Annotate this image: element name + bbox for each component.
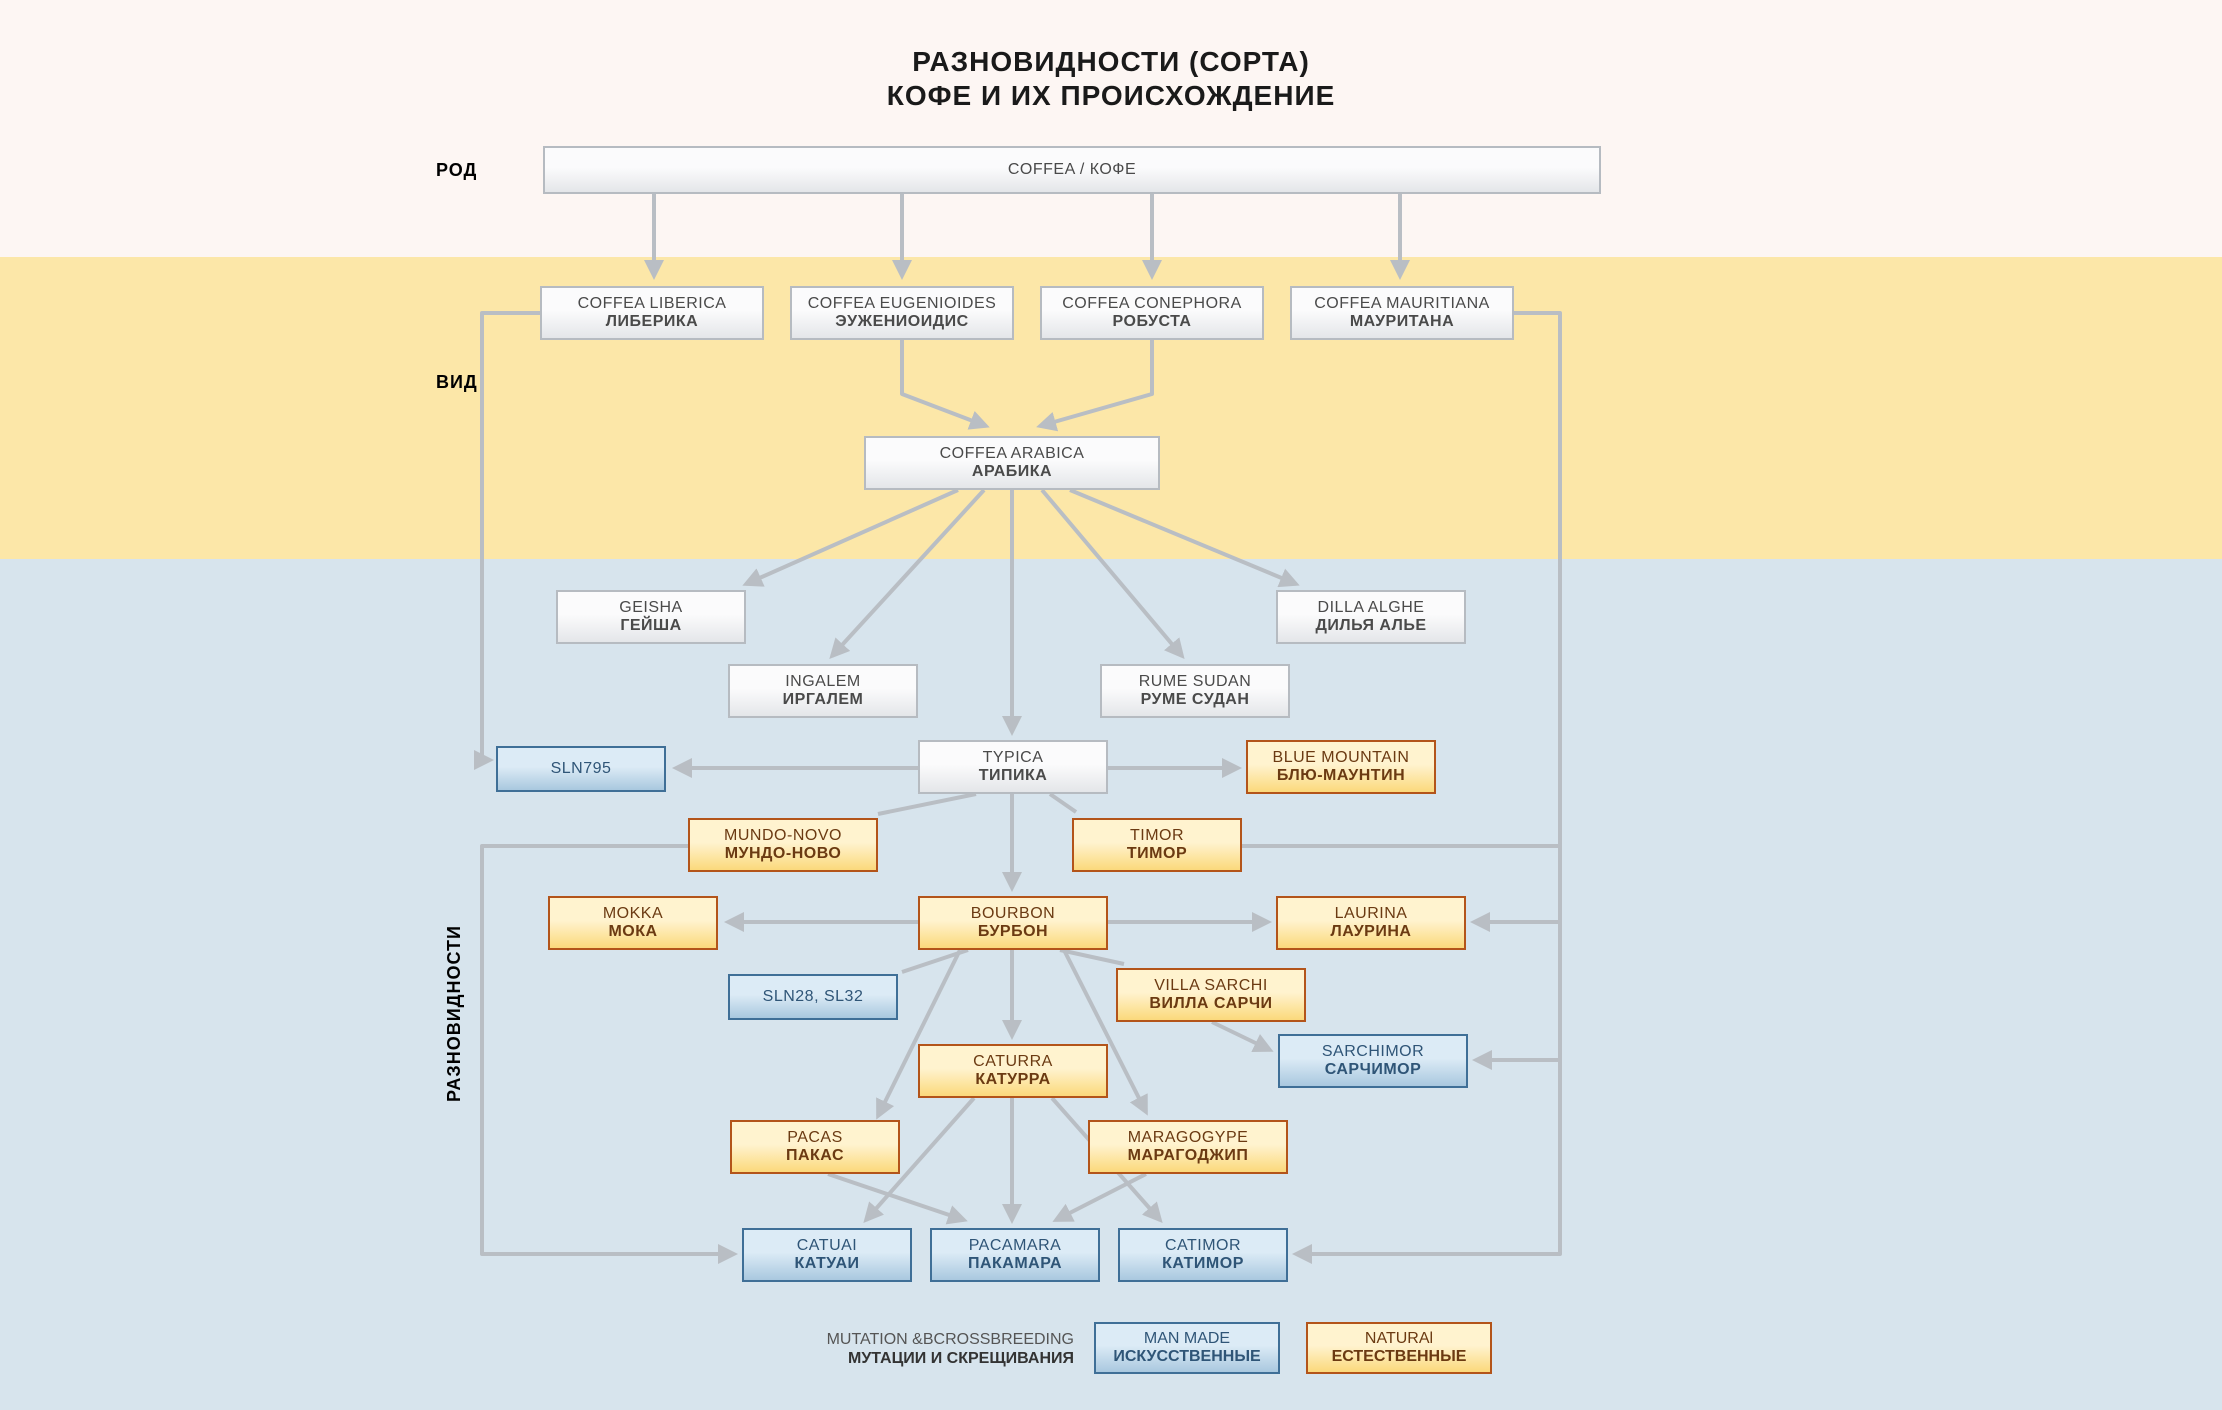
legend-box-ru: ЕСТЕСТВЕННЫЕ [1332, 1348, 1467, 1366]
node-latin: PACAMARA [969, 1237, 1062, 1255]
node-bluemtn: BLUE MOUNTAINБЛЮ-МАУНТИН [1246, 740, 1436, 794]
node-ru: ЛИБЕРИКА [606, 313, 698, 331]
node-latin: MARAGOGYPE [1128, 1129, 1249, 1147]
node-coffea: COFFEA / КОФЕ [543, 146, 1601, 194]
coffee-variety-diagram: РАЗНОВИДНОСТИ (СОРТА)КОФЕ И ИХ ПРОИСХОЖД… [0, 0, 2222, 1410]
title-line-2: КОФЕ И ИХ ПРОИСХОЖДЕНИЕ [0, 80, 2222, 112]
node-ru: БУРБОН [978, 923, 1048, 941]
node-arabica: COFFEA ARABICAАРАБИКА [864, 436, 1160, 490]
node-latin: CATURRA [973, 1053, 1053, 1071]
node-latin: SLN28, SL32 [763, 988, 864, 1006]
node-dilla: DILLA ALGHEДИЛЬЯ АЛЬЕ [1276, 590, 1466, 644]
node-latin: COFFEA ARABICA [940, 445, 1085, 463]
node-pacamara: PACAMARAПАКАМАРА [930, 1228, 1100, 1282]
node-eugenioides: COFFEA EUGENIOIDESЭУЖЕНИОИДИС [790, 286, 1014, 340]
node-latin: TIMOR [1130, 827, 1184, 845]
node-ru: МАУРИТАНА [1350, 313, 1454, 331]
node-ru: КАТУРРА [975, 1071, 1050, 1089]
node-ru: ГЕЙША [620, 617, 681, 635]
legend-label: MUTATION &BCROSSBREEDINGМУТАЦИИ И СКРЕЩИ… [827, 1330, 1074, 1368]
node-latin: TYPICA [983, 749, 1044, 767]
node-bourbon: BOURBONБУРБОН [918, 896, 1108, 950]
node-timor: TIMORТИМОР [1072, 818, 1242, 872]
node-villasarchi: VILLA SARCHIВИЛЛА САРЧИ [1116, 968, 1306, 1022]
node-ru: РУМЕ СУДАН [1141, 691, 1250, 709]
node-latin: RUME SUDAN [1139, 673, 1252, 691]
node-ru: САРЧИМОР [1325, 1061, 1422, 1079]
node-latin: LAURINA [1335, 905, 1408, 923]
title-line-1: РАЗНОВИДНОСТИ (СОРТА) [0, 46, 2222, 78]
node-latin: COFFEA MAURITIANA [1314, 295, 1490, 313]
legend-box-latin: MAN MADE [1144, 1330, 1230, 1348]
node-mundonovo: MUNDO-NOVOМУНДО-НОВО [688, 818, 878, 872]
node-ru: КАТУАИ [794, 1255, 859, 1273]
node-latin: GEISHA [619, 599, 682, 617]
node-latin: MOKKA [603, 905, 663, 923]
node-latin: COFFEA / КОФЕ [1008, 161, 1136, 179]
node-caturra: CATURRAКАТУРРА [918, 1044, 1108, 1098]
node-catuai: CATUAIКАТУАИ [742, 1228, 912, 1282]
legend-label-ru: МУТАЦИИ И СКРЕЩИВАНИЯ [827, 1349, 1074, 1368]
node-ru: ПАКАМАРА [968, 1255, 1062, 1273]
node-sln28: SLN28, SL32 [728, 974, 898, 1020]
node-pacas: PACASПАКАС [730, 1120, 900, 1174]
node-ru: ТИПИКА [979, 767, 1048, 785]
node-latin: CATUAI [797, 1237, 857, 1255]
node-conephora: COFFEA CONEPHORAРОБУСТА [1040, 286, 1264, 340]
node-rume: RUME SUDANРУМЕ СУДАН [1100, 664, 1290, 718]
node-latin: BOURBON [971, 905, 1055, 923]
node-latin: COFFEA CONEPHORA [1062, 295, 1242, 313]
node-ru: ДИЛЬЯ АЛЬЕ [1315, 617, 1426, 635]
node-ru: МАРАГОДЖИП [1128, 1147, 1249, 1165]
node-ru: ТИМОР [1127, 845, 1187, 863]
node-ru: АРАБИКА [972, 463, 1052, 481]
label-genus: РОД [436, 160, 477, 181]
node-sln795: SLN795 [496, 746, 666, 792]
node-geisha: GEISHAГЕЙША [556, 590, 746, 644]
node-latin: MUNDO-NOVO [724, 827, 842, 845]
label-species: ВИД [436, 372, 478, 393]
band-genus [0, 0, 2222, 257]
node-ingalem: INGALEMИРГАЛЕМ [728, 664, 918, 718]
node-latin: VILLA SARCHI [1154, 977, 1268, 995]
node-mokka: MOKKAМОКА [548, 896, 718, 950]
node-ru: МОКА [608, 923, 657, 941]
node-latin: COFFEA EUGENIOIDES [808, 295, 997, 313]
node-latin: CATIMOR [1165, 1237, 1241, 1255]
legend-box-latin: NATURAl [1365, 1330, 1433, 1348]
node-ru: ИРГАЛЕМ [783, 691, 864, 709]
node-latin: DILLA ALGHE [1318, 599, 1425, 617]
node-ru: РОБУСТА [1113, 313, 1192, 331]
node-mauritiana: COFFEA MAURITIANAМАУРИТАНА [1290, 286, 1514, 340]
node-ru: КАТИМОР [1162, 1255, 1244, 1273]
node-ru: ЭУЖЕНИОИДИС [835, 313, 968, 331]
node-ru: ПАКАС [786, 1147, 844, 1165]
node-latin: SLN795 [551, 760, 612, 778]
node-catimor: CATIMORКАТИМОР [1118, 1228, 1288, 1282]
node-latin: BLUE MOUNTAIN [1273, 749, 1410, 767]
node-ru: БЛЮ-МАУНТИН [1277, 767, 1405, 785]
node-ru: ЛАУРИНА [1331, 923, 1412, 941]
node-latin: PACAS [787, 1129, 843, 1147]
node-liberica: COFFEA LIBERICAЛИБЕРИКА [540, 286, 764, 340]
legend-box-natural: NATURAlЕСТЕСТВЕННЫЕ [1306, 1322, 1492, 1374]
node-sarchimor: SARCHIMORСАРЧИМОР [1278, 1034, 1468, 1088]
legend-box-ru: ИСКУССТВЕННЫЕ [1113, 1348, 1260, 1366]
node-maragogype: MARAGOGYPEМАРАГОДЖИП [1088, 1120, 1288, 1174]
node-laurina: LAURINAЛАУРИНА [1276, 896, 1466, 950]
node-latin: INGALEM [785, 673, 861, 691]
label-variety: РАЗНОВИДНОСТИ [444, 925, 465, 1102]
node-ru: ВИЛЛА САРЧИ [1149, 995, 1272, 1013]
node-ru: МУНДО-НОВО [725, 845, 842, 863]
legend-label-latin: MUTATION &BCROSSBREEDING [827, 1330, 1074, 1349]
node-latin: SARCHIMOR [1322, 1043, 1424, 1061]
node-typica: TYPICAТИПИКА [918, 740, 1108, 794]
node-latin: COFFEA LIBERICA [578, 295, 727, 313]
legend-box-manmade: MAN MADEИСКУССТВЕННЫЕ [1094, 1322, 1280, 1374]
